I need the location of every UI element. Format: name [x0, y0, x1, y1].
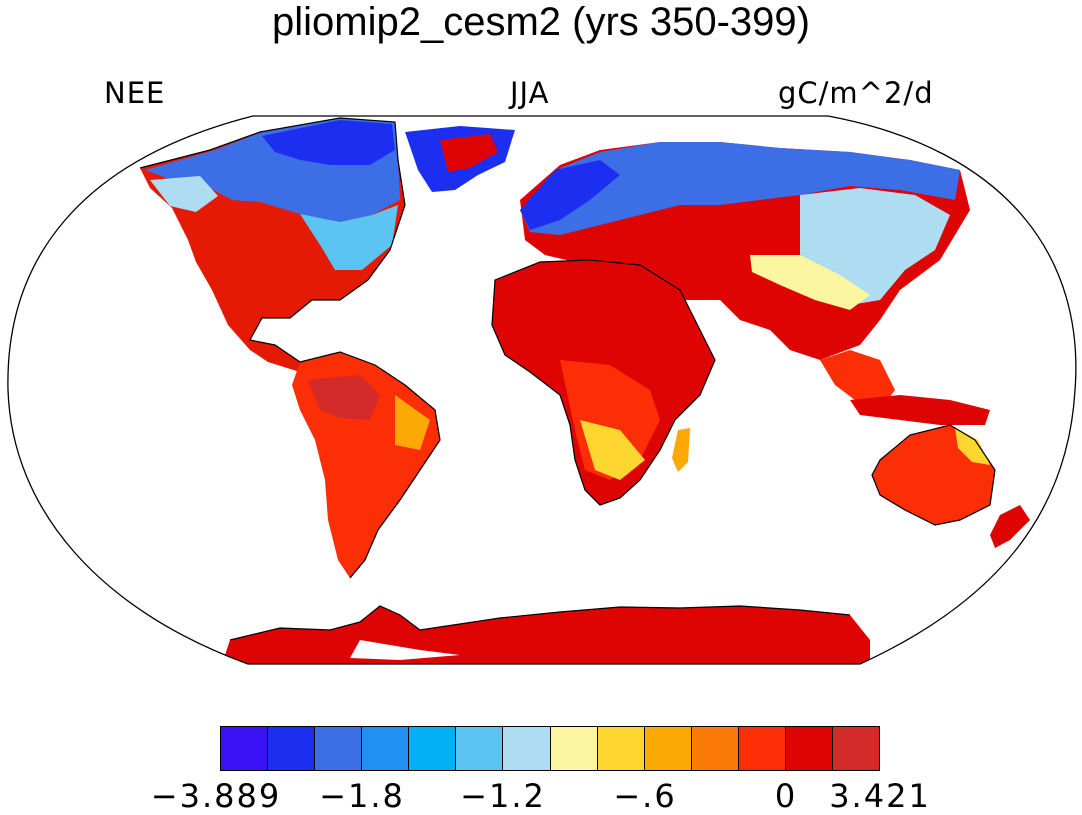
antarctica-white	[350, 640, 460, 660]
colorbar-swatch-2	[315, 727, 363, 770]
colorbar-swatch-8	[597, 727, 645, 770]
coastlines	[139, 117, 996, 641]
colorbar-label-1: −1.8	[319, 777, 405, 815]
plot-title: pliomip2_cesm2 (yrs 350-399)	[271, 0, 810, 44]
colorbar-swatch-0	[221, 727, 269, 770]
new-zealand-land	[990, 505, 1030, 548]
colorbar-swatch-11	[738, 727, 786, 770]
map-outline	[7, 115, 1077, 665]
colorbar-label-3: −.6	[613, 777, 677, 815]
north-america-light	[300, 205, 398, 270]
eurasia-yellow	[750, 255, 870, 310]
eurasia-deep-blue	[520, 160, 620, 230]
colorbar-swatch-13	[833, 727, 880, 770]
colorbar-swatch-1	[268, 727, 316, 770]
colorbar-swatch-12	[785, 727, 834, 770]
greenland-red	[440, 134, 498, 172]
season-label: JJA	[510, 76, 550, 110]
colorbar-swatch-3	[362, 727, 410, 770]
colorbar-swatch-10	[691, 727, 739, 770]
colorbar-label-4: 0	[774, 777, 798, 815]
colorbar-label-min: −3.889	[150, 777, 282, 815]
colorbar-swatch-6	[503, 727, 551, 770]
colorbar-label-max: 3.421	[829, 777, 931, 815]
units-label: gC/m^2/d	[778, 76, 934, 110]
africa-yellow	[580, 420, 645, 480]
indonesia-land	[850, 395, 990, 425]
colorbar-swatch-5	[456, 727, 504, 770]
colorbar	[220, 726, 880, 771]
variable-label: NEE	[104, 76, 166, 110]
north-america-deep-blue	[262, 120, 395, 165]
eurasia-blue	[520, 142, 960, 235]
colorbar-swatch-9	[644, 727, 692, 770]
antarctica-land	[220, 606, 870, 664]
colorbar-swatch-7	[550, 727, 598, 770]
colorbar-swatch-4	[409, 727, 457, 770]
se-asia-land	[820, 350, 895, 410]
south-america-orange	[395, 395, 430, 450]
madagascar-land	[672, 428, 690, 472]
south-america-dark	[308, 375, 380, 420]
north-america-light-2	[150, 176, 218, 212]
map-field	[139, 117, 1030, 664]
colorbar-label-2: −1.2	[460, 777, 546, 815]
australia-yellow	[955, 428, 990, 465]
